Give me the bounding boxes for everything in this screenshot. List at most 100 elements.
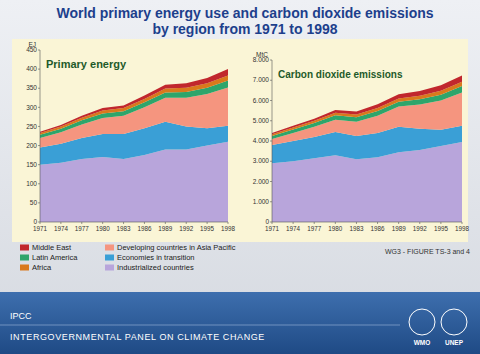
x-tick [102, 222, 103, 224]
y-tick-label: 6.000 [253, 97, 270, 104]
footer-bar [0, 292, 480, 354]
x-tick-label: 1989 [392, 225, 407, 232]
y-tick [270, 141, 272, 142]
y-tick-label: 5.000 [253, 117, 270, 124]
y-tick [270, 120, 272, 121]
y-tick [38, 126, 40, 127]
x-tick [440, 222, 441, 224]
x-tick-label: 1983 [349, 225, 364, 232]
x-tick [81, 222, 82, 224]
x-tick [60, 222, 61, 224]
legend-swatch [105, 265, 114, 271]
x-tick [335, 222, 336, 224]
x-tick-label: 1992 [413, 225, 428, 232]
x-tick [186, 222, 187, 224]
x-tick-label: 1986 [371, 225, 386, 232]
legend-swatch [20, 265, 29, 271]
x-tick [293, 222, 294, 224]
area [40, 87, 228, 147]
logo [441, 309, 467, 335]
y-tick [270, 100, 272, 101]
y-tick-label: 100 [26, 180, 37, 187]
x-tick-label: 1974 [54, 225, 69, 232]
y-tick [38, 88, 40, 89]
y-label: EJ [28, 41, 36, 48]
chart-panel [12, 39, 468, 242]
legend-label: Economies in transition [117, 253, 195, 262]
legend-swatch [105, 245, 114, 251]
y-tick-label: 2.000 [253, 178, 270, 185]
y-tick [270, 181, 272, 182]
x-tick-label: 1980 [96, 225, 111, 232]
x-tick [419, 222, 420, 224]
chart-title: Carbon dioxide emissions [278, 69, 403, 80]
y-tick [270, 201, 272, 202]
area [40, 69, 228, 133]
y-tick-label: 350 [26, 84, 37, 91]
y-tick [38, 202, 40, 203]
x-tick-label: 1995 [434, 225, 449, 232]
x-tick [314, 222, 315, 224]
y-tick-label: 3.000 [253, 157, 270, 164]
x-tick [398, 222, 399, 224]
x-tick-label: 1992 [179, 225, 194, 232]
x-axis [40, 222, 228, 223]
y-tick-label: 50 [30, 199, 38, 206]
y-tick [38, 164, 40, 165]
slide: World primary energy use and carbon diox… [0, 0, 480, 354]
legend-label: Middle East [32, 243, 72, 252]
y-label: MtC [256, 51, 268, 58]
x-tick-label: 1977 [307, 225, 322, 232]
subtitle: by region from 1971 to 1998 [152, 21, 337, 37]
y-tick-label: 200 [26, 142, 37, 149]
logo-label: WMO [414, 339, 431, 346]
y-tick-label: 300 [26, 104, 37, 111]
x-tick-label: 1995 [200, 225, 215, 232]
y-tick [38, 183, 40, 184]
x-tick [272, 222, 273, 224]
legend-label: Latin America [32, 253, 78, 262]
x-tick-label: 1971 [265, 225, 280, 232]
x-tick-label: 1998 [221, 225, 236, 232]
y-tick [270, 161, 272, 162]
x-tick-label: 1971 [33, 225, 48, 232]
x-tick-label: 1977 [75, 225, 90, 232]
x-tick [207, 222, 208, 224]
x-tick [144, 222, 145, 224]
chart-title: Primary energy [46, 58, 127, 70]
y-tick [38, 50, 40, 51]
x-tick-label: 1974 [286, 225, 301, 232]
org-full: INTERGOVERNMENTAL PANEL ON CLIMATE CHANG… [10, 332, 265, 342]
footer-rule [0, 325, 400, 326]
x-tick [356, 222, 357, 224]
legend-swatch [20, 245, 29, 251]
plot-area [40, 69, 228, 222]
x-tick-label: 1989 [158, 225, 173, 232]
logo [409, 309, 435, 335]
y-tick [38, 107, 40, 108]
x-tick [165, 222, 166, 224]
plot-area [272, 76, 462, 222]
y-tick [270, 80, 272, 81]
x-tick-label: 1983 [117, 225, 132, 232]
y-tick-label: 400 [26, 65, 37, 72]
x-tick-label: 1980 [328, 225, 343, 232]
legend-label: Developing countries in Asia Pacific [117, 243, 236, 252]
x-axis [272, 222, 462, 223]
y-tick-label: 150 [26, 161, 37, 168]
y-tick-label: 4.000 [253, 137, 270, 144]
y-tick [38, 69, 40, 70]
x-tick-label: 1998 [455, 225, 470, 232]
y-tick [270, 60, 272, 61]
y-tick-label: 7.000 [253, 76, 270, 83]
legend-swatch [105, 255, 114, 261]
x-tick [462, 222, 463, 224]
background [0, 0, 480, 354]
title: World primary energy use and carbon diox… [56, 5, 433, 21]
source: WG3 - FIGURE TS-3 and 4 [385, 248, 470, 255]
x-tick-label: 1986 [137, 225, 152, 232]
y-tick [38, 145, 40, 146]
y-tick-label: 1.000 [253, 198, 270, 205]
x-tick [123, 222, 124, 224]
legend-label: Africa [32, 263, 52, 272]
